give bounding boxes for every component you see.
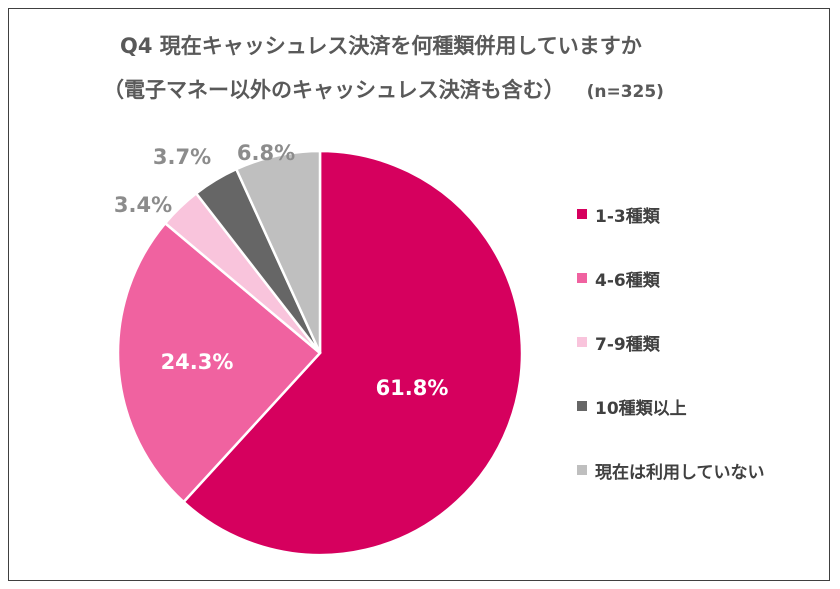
pie-slice-1: [116, 221, 322, 504]
legend-swatch-1: [577, 273, 587, 283]
legend-label-3: 10種類以上: [595, 398, 687, 419]
chart-subtitle: （電子マネー以外のキャッシュレス決済も含む） (n=325): [103, 74, 743, 108]
data-label-3: 3.7%: [153, 145, 211, 169]
data-label-2: 3.4%: [114, 193, 172, 217]
data-label-0: 61.8%: [376, 376, 449, 400]
legend-item-3: 10種類以上: [577, 374, 765, 438]
legend-swatch-0: [577, 209, 587, 219]
legend-item-0: 1-3種類: [577, 182, 765, 246]
chart-title: Q4 現在キャッシュレス決済を何種類併用していますか: [120, 34, 642, 58]
legend-item-4: 現在は利用していない: [577, 438, 765, 502]
pie-slice-4: [234, 149, 322, 354]
legend-label-0: 1-3種類: [595, 206, 660, 227]
legend-swatch-2: [577, 337, 587, 347]
legend-label-1: 4-6種類: [595, 270, 660, 291]
legend-item-2: 7-9種類: [577, 310, 765, 374]
data-label-1: 24.3%: [161, 350, 234, 374]
pie-slice-0: [181, 149, 524, 557]
legend-item-1: 4-6種類: [577, 246, 765, 310]
legend: 1-3種類 4-6種類 7-9種類 10種類以上現在は利用していない: [577, 182, 765, 502]
sample-size: (n=325): [586, 82, 664, 102]
subtitle-text: （電子マネー以外のキャッシュレス決済も含む）: [103, 78, 565, 102]
legend-swatch-3: [577, 401, 587, 411]
data-label-4: 6.8%: [237, 141, 295, 165]
legend-label-2: 7-9種類: [595, 334, 660, 355]
legend-swatch-4: [577, 465, 587, 475]
legend-label-4: 現在は利用していない: [595, 462, 765, 483]
